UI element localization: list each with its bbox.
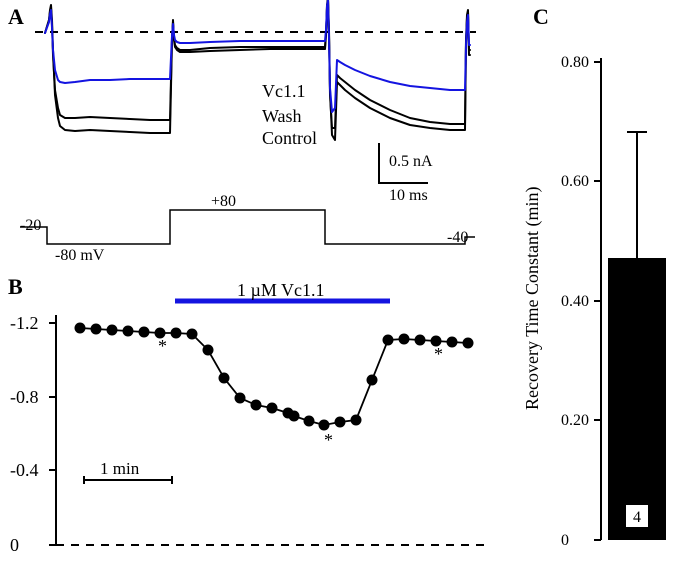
- panel-b-asterisk: *: [158, 336, 167, 356]
- panel-c-ytick-label: 0.60: [561, 173, 589, 190]
- panel-b-time-scalebar-label: 1 min: [100, 459, 140, 478]
- panel-b-series-marker: [267, 403, 278, 414]
- panel-b-series-marker: [139, 327, 150, 338]
- panel-a-label: A: [8, 4, 24, 29]
- panel-b-ytick-label: -1.2: [10, 313, 39, 333]
- panel-c-ytick-label: 0.20: [561, 412, 589, 429]
- panel-a-trace-label-1: Wash: [262, 106, 302, 126]
- panel-c-y-title: Recovery Time Constant (min): [522, 187, 543, 411]
- panel-a-scalebar-v-label: 0.5 nA: [389, 153, 433, 170]
- panel-b-ytick-label: 0: [10, 535, 19, 555]
- panel-b-series-marker: [251, 400, 262, 411]
- panel-b-series-marker: [383, 335, 394, 346]
- panel-b-series-marker: [399, 334, 410, 345]
- panel-b-series-marker: [123, 326, 134, 337]
- panel-b-asterisk: *: [324, 430, 333, 450]
- panel-a-voltage-protocol: [20, 210, 475, 244]
- panel-a-protocol-label-0: -20: [20, 217, 41, 234]
- panel-b-series-marker: [447, 337, 458, 348]
- panel-a-trace-wash: [45, 0, 470, 128]
- panel-b-series-marker: [107, 325, 118, 336]
- panel-b-series-marker: [463, 338, 474, 349]
- panel-a-protocol-label-1: -80 mV: [55, 247, 105, 264]
- panel-b-ytick-label: -0.4: [10, 460, 39, 480]
- panel-a-trace-label-0: Vc1.1: [262, 81, 306, 101]
- panel-b-series-marker: [367, 375, 378, 386]
- panel-c-label: C: [533, 4, 549, 29]
- panel-b-drug-label: 1 µM Vc1.1: [237, 280, 325, 300]
- panel-a-scalebar-h-label: 10 ms: [389, 187, 428, 204]
- panel-b-series-marker: [335, 417, 346, 428]
- panel-b-series-marker: [171, 328, 182, 339]
- panel-b-series-marker: [319, 420, 330, 431]
- panel-b-series-marker: [203, 345, 214, 356]
- panel-b-ytick-label: -0.8: [10, 387, 39, 407]
- panel-b-series-marker: [351, 415, 362, 426]
- panel-c-ytick-label: 0.80: [561, 54, 589, 71]
- panel-c-bar: [608, 258, 666, 540]
- panel-b-label: B: [8, 274, 23, 299]
- panel-a-trace-vc11: [45, 0, 470, 112]
- panel-a-protocol-label-2: +80: [211, 193, 236, 210]
- panel-a-trace-control: [45, 0, 470, 140]
- panel-b-series-marker: [289, 411, 300, 422]
- panel-b-series-marker: [91, 324, 102, 335]
- panel-a-trace-label-2: Control: [262, 128, 317, 148]
- panel-b-asterisk: *: [434, 344, 443, 364]
- panel-b-series-marker: [235, 393, 246, 404]
- panel-c-ytick-label: 0: [561, 532, 569, 549]
- panel-b-series-marker: [415, 335, 426, 346]
- panel-c-n-label: 4: [633, 509, 641, 526]
- panel-b-series-marker: [187, 329, 198, 340]
- panel-b-series-marker: [304, 416, 315, 427]
- panel-a-protocol-label-3: -40: [447, 229, 468, 246]
- panel-c-ytick-label: 0.40: [561, 293, 589, 310]
- panel-b-series-marker: [219, 373, 230, 384]
- panel-b-series-marker: [75, 323, 86, 334]
